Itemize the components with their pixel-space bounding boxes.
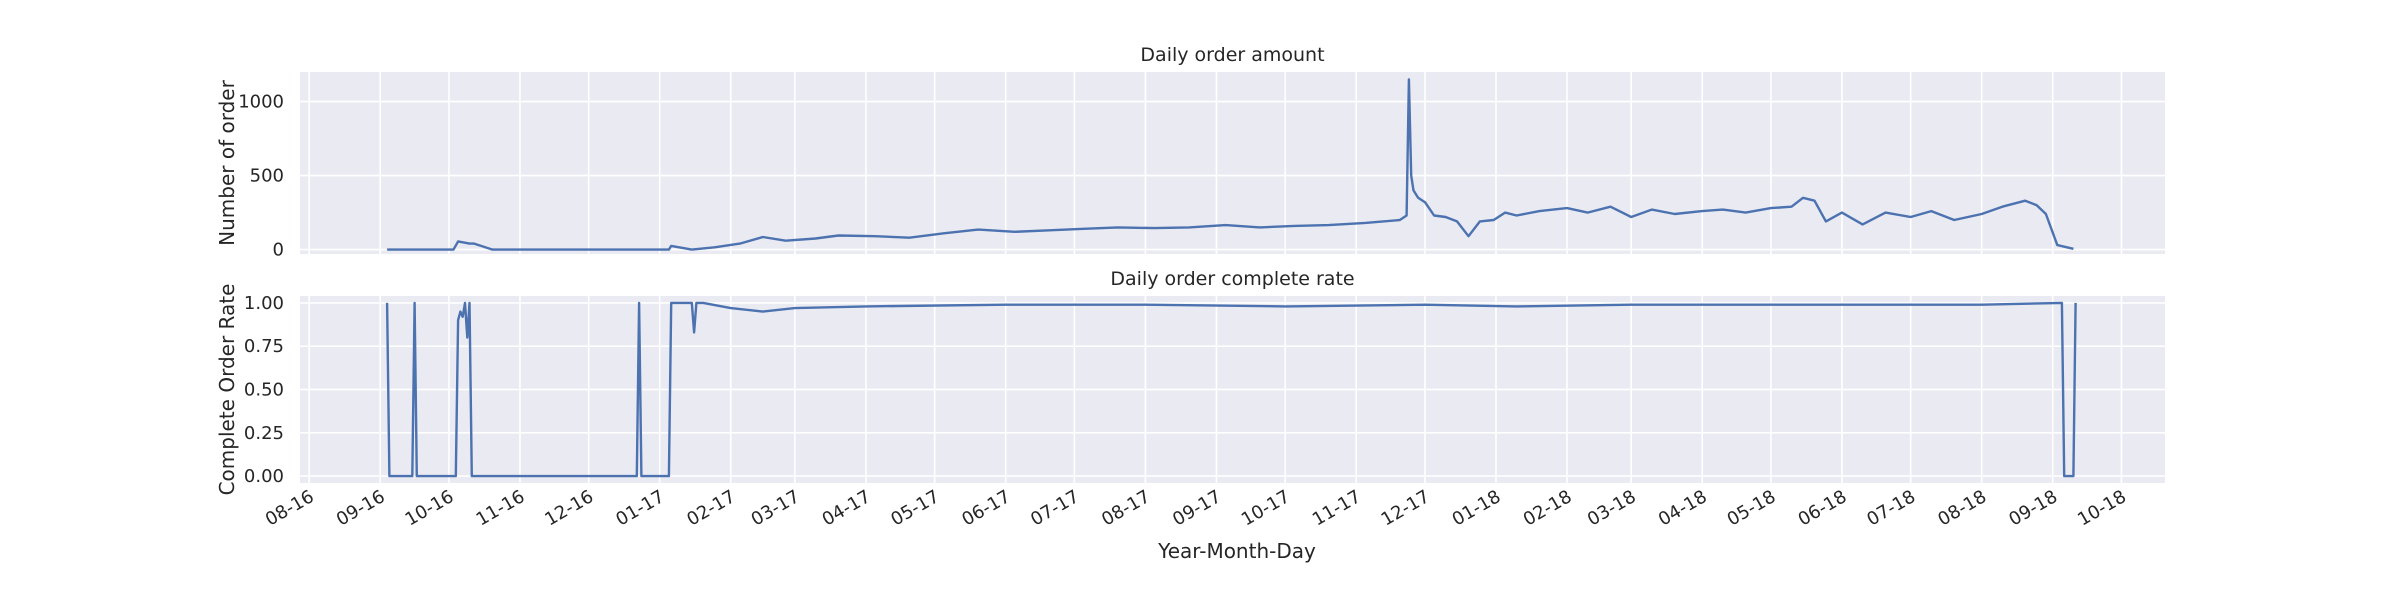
x-tick-label: 12-16 <box>541 486 597 530</box>
x-tick-label: 01-17 <box>612 486 668 530</box>
x-tick-label: 09-17 <box>1169 486 1225 530</box>
complete-rate-panel: 0.00 0.25 0.50 0.75 1.00 Daily order complete… <box>215 268 2165 495</box>
x-tick-label: 02-17 <box>683 486 739 530</box>
y-tick-label: 0.50 <box>244 380 284 401</box>
x-tick-label: 11-16 <box>473 486 529 530</box>
x-tick-label: 06-18 <box>1795 486 1851 530</box>
x-tick-label: 11-17 <box>1309 486 1365 530</box>
x-tick-label: 09-16 <box>333 486 389 530</box>
y-axis-label: Complete Order Rate <box>215 284 239 496</box>
y-tick-label: 0.25 <box>244 423 284 444</box>
complete-rate-line <box>385 301 2077 478</box>
y-tick-label: 0.75 <box>244 336 284 357</box>
x-axis: 08-16 09-16 10-16 11-16 12-16 01-17 02-17 03-17… <box>262 486 2130 530</box>
x-tick-label: 04-18 <box>1655 486 1711 530</box>
x-tick-label: 01-18 <box>1449 486 1505 530</box>
x-tick-label: 02-18 <box>1520 486 1576 530</box>
x-tick-label: 04-17 <box>819 486 875 530</box>
chart-title: Daily order amount <box>1140 44 1324 66</box>
x-tick-label: 10-17 <box>1238 486 1294 530</box>
x-tick-label: 08-16 <box>262 486 318 530</box>
order-amount-line <box>387 78 2074 251</box>
x-tick-label: 09-18 <box>2005 486 2061 530</box>
x-tick-label: 12-17 <box>1378 486 1434 530</box>
x-tick-label: 03-17 <box>748 486 804 530</box>
y-tick-label: 500 <box>250 166 284 187</box>
x-tick-label: 05-17 <box>887 486 943 530</box>
y-tick-label: 0.00 <box>244 466 284 487</box>
y-tick-label: 1.00 <box>244 293 284 314</box>
y-axis-label: Number of order <box>215 79 239 245</box>
x-tick-label: 08-18 <box>1934 486 1990 530</box>
x-tick-label: 03-18 <box>1584 486 1640 530</box>
x-axis-label: Year-Month-Day <box>1157 539 1316 563</box>
x-tick-label: 05-18 <box>1724 486 1780 530</box>
orders-panel: 0 500 1000 Daily order amount Number of orde… <box>215 44 2165 261</box>
x-tick-label: 07-17 <box>1027 486 1083 530</box>
x-tick-label: 08-17 <box>1098 486 1154 530</box>
x-tick-label: 06-17 <box>958 486 1014 530</box>
y-tick-label: 1000 <box>238 92 284 113</box>
x-tick-label: 07-18 <box>1863 486 1919 530</box>
x-tick-label: 10-16 <box>402 486 458 530</box>
y-tick-label: 0 <box>273 240 284 261</box>
chart-title: Daily order complete rate <box>1110 268 1354 290</box>
x-tick-label: 10-18 <box>2074 486 2130 530</box>
